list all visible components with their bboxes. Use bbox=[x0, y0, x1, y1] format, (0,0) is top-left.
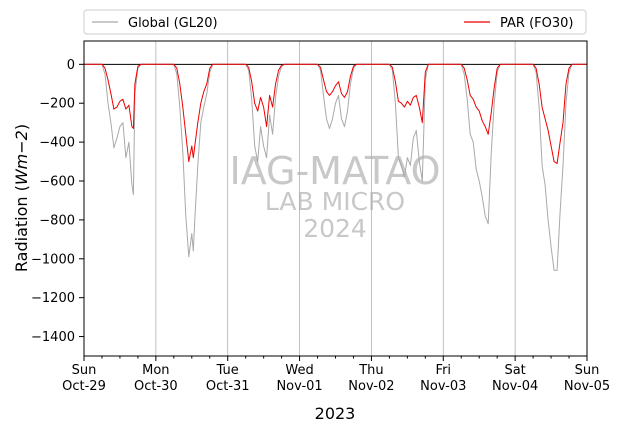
x-tick-label-day: Mon bbox=[142, 363, 169, 378]
x-tick-label-date: Nov-05 bbox=[564, 379, 610, 394]
y-tick-label: −1200 bbox=[31, 291, 75, 306]
y-tick-label: −200 bbox=[39, 97, 75, 112]
x-tick-label-day: Sun bbox=[575, 363, 600, 378]
x-tick-label-date: Nov-04 bbox=[492, 379, 538, 394]
y-axis-label-suffix: ) bbox=[12, 124, 31, 130]
x-tick-label-day: Sun bbox=[72, 363, 97, 378]
x-tick-label-day: Thu bbox=[358, 363, 383, 378]
x-tick-label-day: Sat bbox=[504, 363, 525, 378]
x-tick-label-date: Nov-01 bbox=[276, 379, 322, 394]
x-tick-label-day: Tue bbox=[216, 363, 239, 378]
y-axis: 0 −200 −400 −600 −800 −1000 −1200 −1400 bbox=[31, 58, 84, 345]
legend-box bbox=[83, 9, 587, 35]
y-tick-label: 0 bbox=[67, 58, 75, 73]
series-layer bbox=[84, 63, 587, 271]
series-line-par bbox=[84, 63, 587, 164]
y-tick-label: −1400 bbox=[31, 330, 75, 345]
x-tick-label-day: Wed bbox=[285, 363, 313, 378]
x-axis-label: 2023 bbox=[315, 404, 356, 423]
y-axis-label-units: Wm−2 bbox=[12, 130, 31, 185]
vertical-grid bbox=[155, 41, 516, 356]
x-tick-label-date: Nov-02 bbox=[348, 379, 394, 394]
watermark-line-2: LAB MICRO bbox=[265, 187, 405, 216]
y-tick-label: −800 bbox=[39, 213, 75, 228]
legend: Global (GL20) PAR (FO30) bbox=[83, 9, 587, 35]
x-tick-label-date: Oct-31 bbox=[206, 379, 250, 394]
y-tick-label: −1000 bbox=[31, 252, 75, 267]
x-tick-label-date: Oct-30 bbox=[134, 379, 178, 394]
y-tick-label: −400 bbox=[39, 136, 75, 151]
x-tick-label-date: Nov-03 bbox=[420, 379, 466, 394]
watermark-line-3: 2024 bbox=[303, 214, 367, 243]
y-axis-label: Radiation (Wm−2) bbox=[12, 124, 31, 272]
y-tick-label: −600 bbox=[39, 175, 75, 190]
legend-label-par: PAR (FO30) bbox=[500, 16, 573, 31]
watermark: IAG-MATAO LAB MICRO 2024 bbox=[229, 149, 440, 243]
x-tick-label-date: Oct-29 bbox=[62, 379, 106, 394]
x-axis: SunOct-29MonOct-30TueOct-31WedNov-01ThuN… bbox=[62, 356, 610, 394]
x-tick-label-day: Fri bbox=[436, 363, 452, 378]
legend-label-global: Global (GL20) bbox=[128, 16, 218, 31]
y-axis-label-prefix: Radiation ( bbox=[12, 185, 31, 272]
series-line-global bbox=[84, 63, 587, 271]
